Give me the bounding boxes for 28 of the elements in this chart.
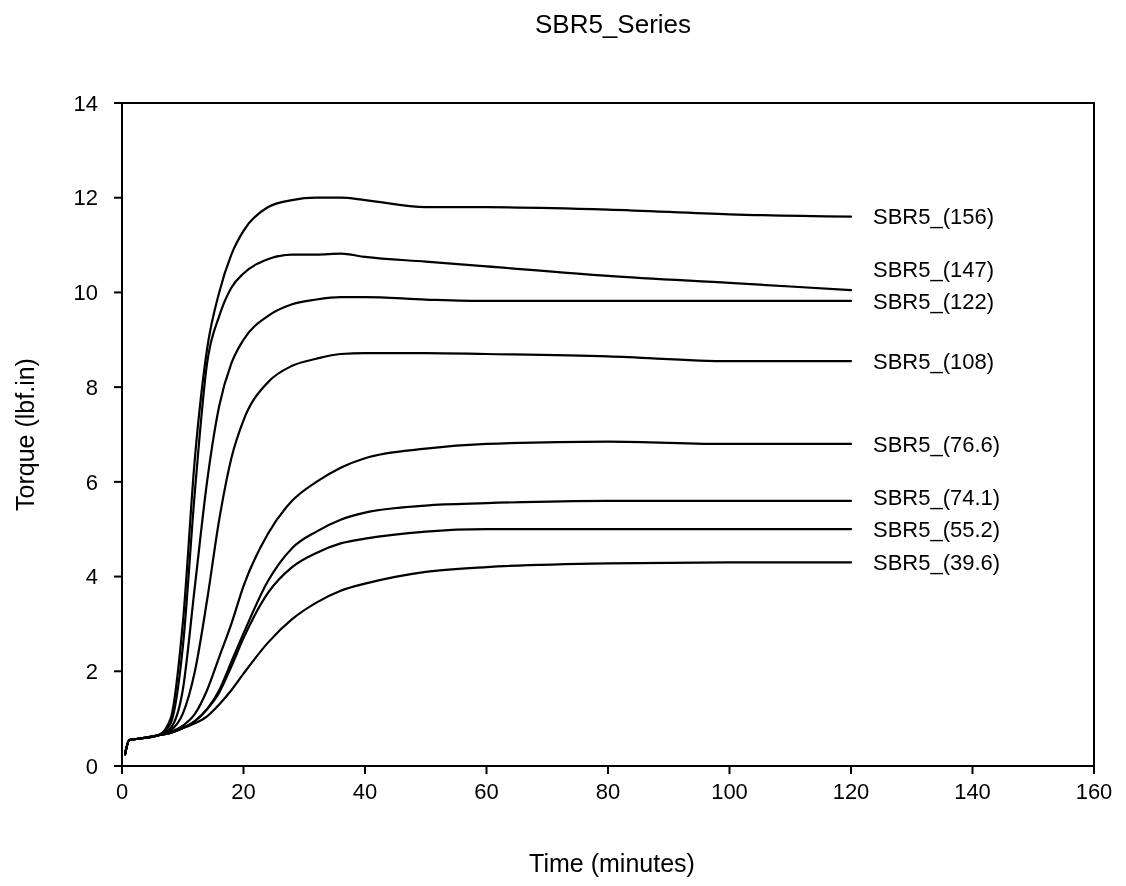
series-label: SBR5_(55.2)	[873, 516, 1001, 542]
y-tick-label: 2	[85, 658, 98, 684]
x-tick-label: 20	[231, 779, 256, 804]
series-label: SBR5_(39.6)	[873, 550, 1001, 576]
series-label: SBR5_(108)	[873, 348, 995, 374]
x-axis-title: Time (minutes)	[529, 849, 695, 877]
series-label: SBR5_(122)	[873, 288, 995, 314]
x-tick-label: 160	[1075, 779, 1113, 804]
y-tick-label: 10	[73, 280, 98, 306]
x-tick-label: 140	[954, 779, 991, 804]
y-tick-label: 8	[85, 374, 98, 400]
series-label: SBR5_(76.6)	[873, 431, 1001, 457]
x-tick-label: 120	[832, 779, 870, 804]
x-tick-label: 0	[115, 779, 129, 804]
x-tick-label: 40	[352, 779, 378, 804]
y-tick-label: 6	[85, 469, 98, 495]
series-label: SBR5_(147)	[873, 256, 995, 282]
y-tick-label: 0	[85, 753, 98, 779]
x-tick-label: 100	[711, 779, 748, 804]
chart-title: SBR5_Series	[534, 9, 692, 39]
y-axis-title: Torque (lbf.in)	[11, 358, 39, 511]
x-tick-label: 80	[595, 779, 621, 804]
series-label: SBR5_(156)	[873, 204, 995, 230]
y-tick-label: 12	[73, 185, 98, 211]
series-label: SBR5_(74.1)	[873, 484, 1001, 510]
x-tick-label: 60	[474, 779, 499, 804]
y-tick-label: 14	[73, 90, 98, 116]
y-tick-label: 4	[85, 564, 98, 590]
